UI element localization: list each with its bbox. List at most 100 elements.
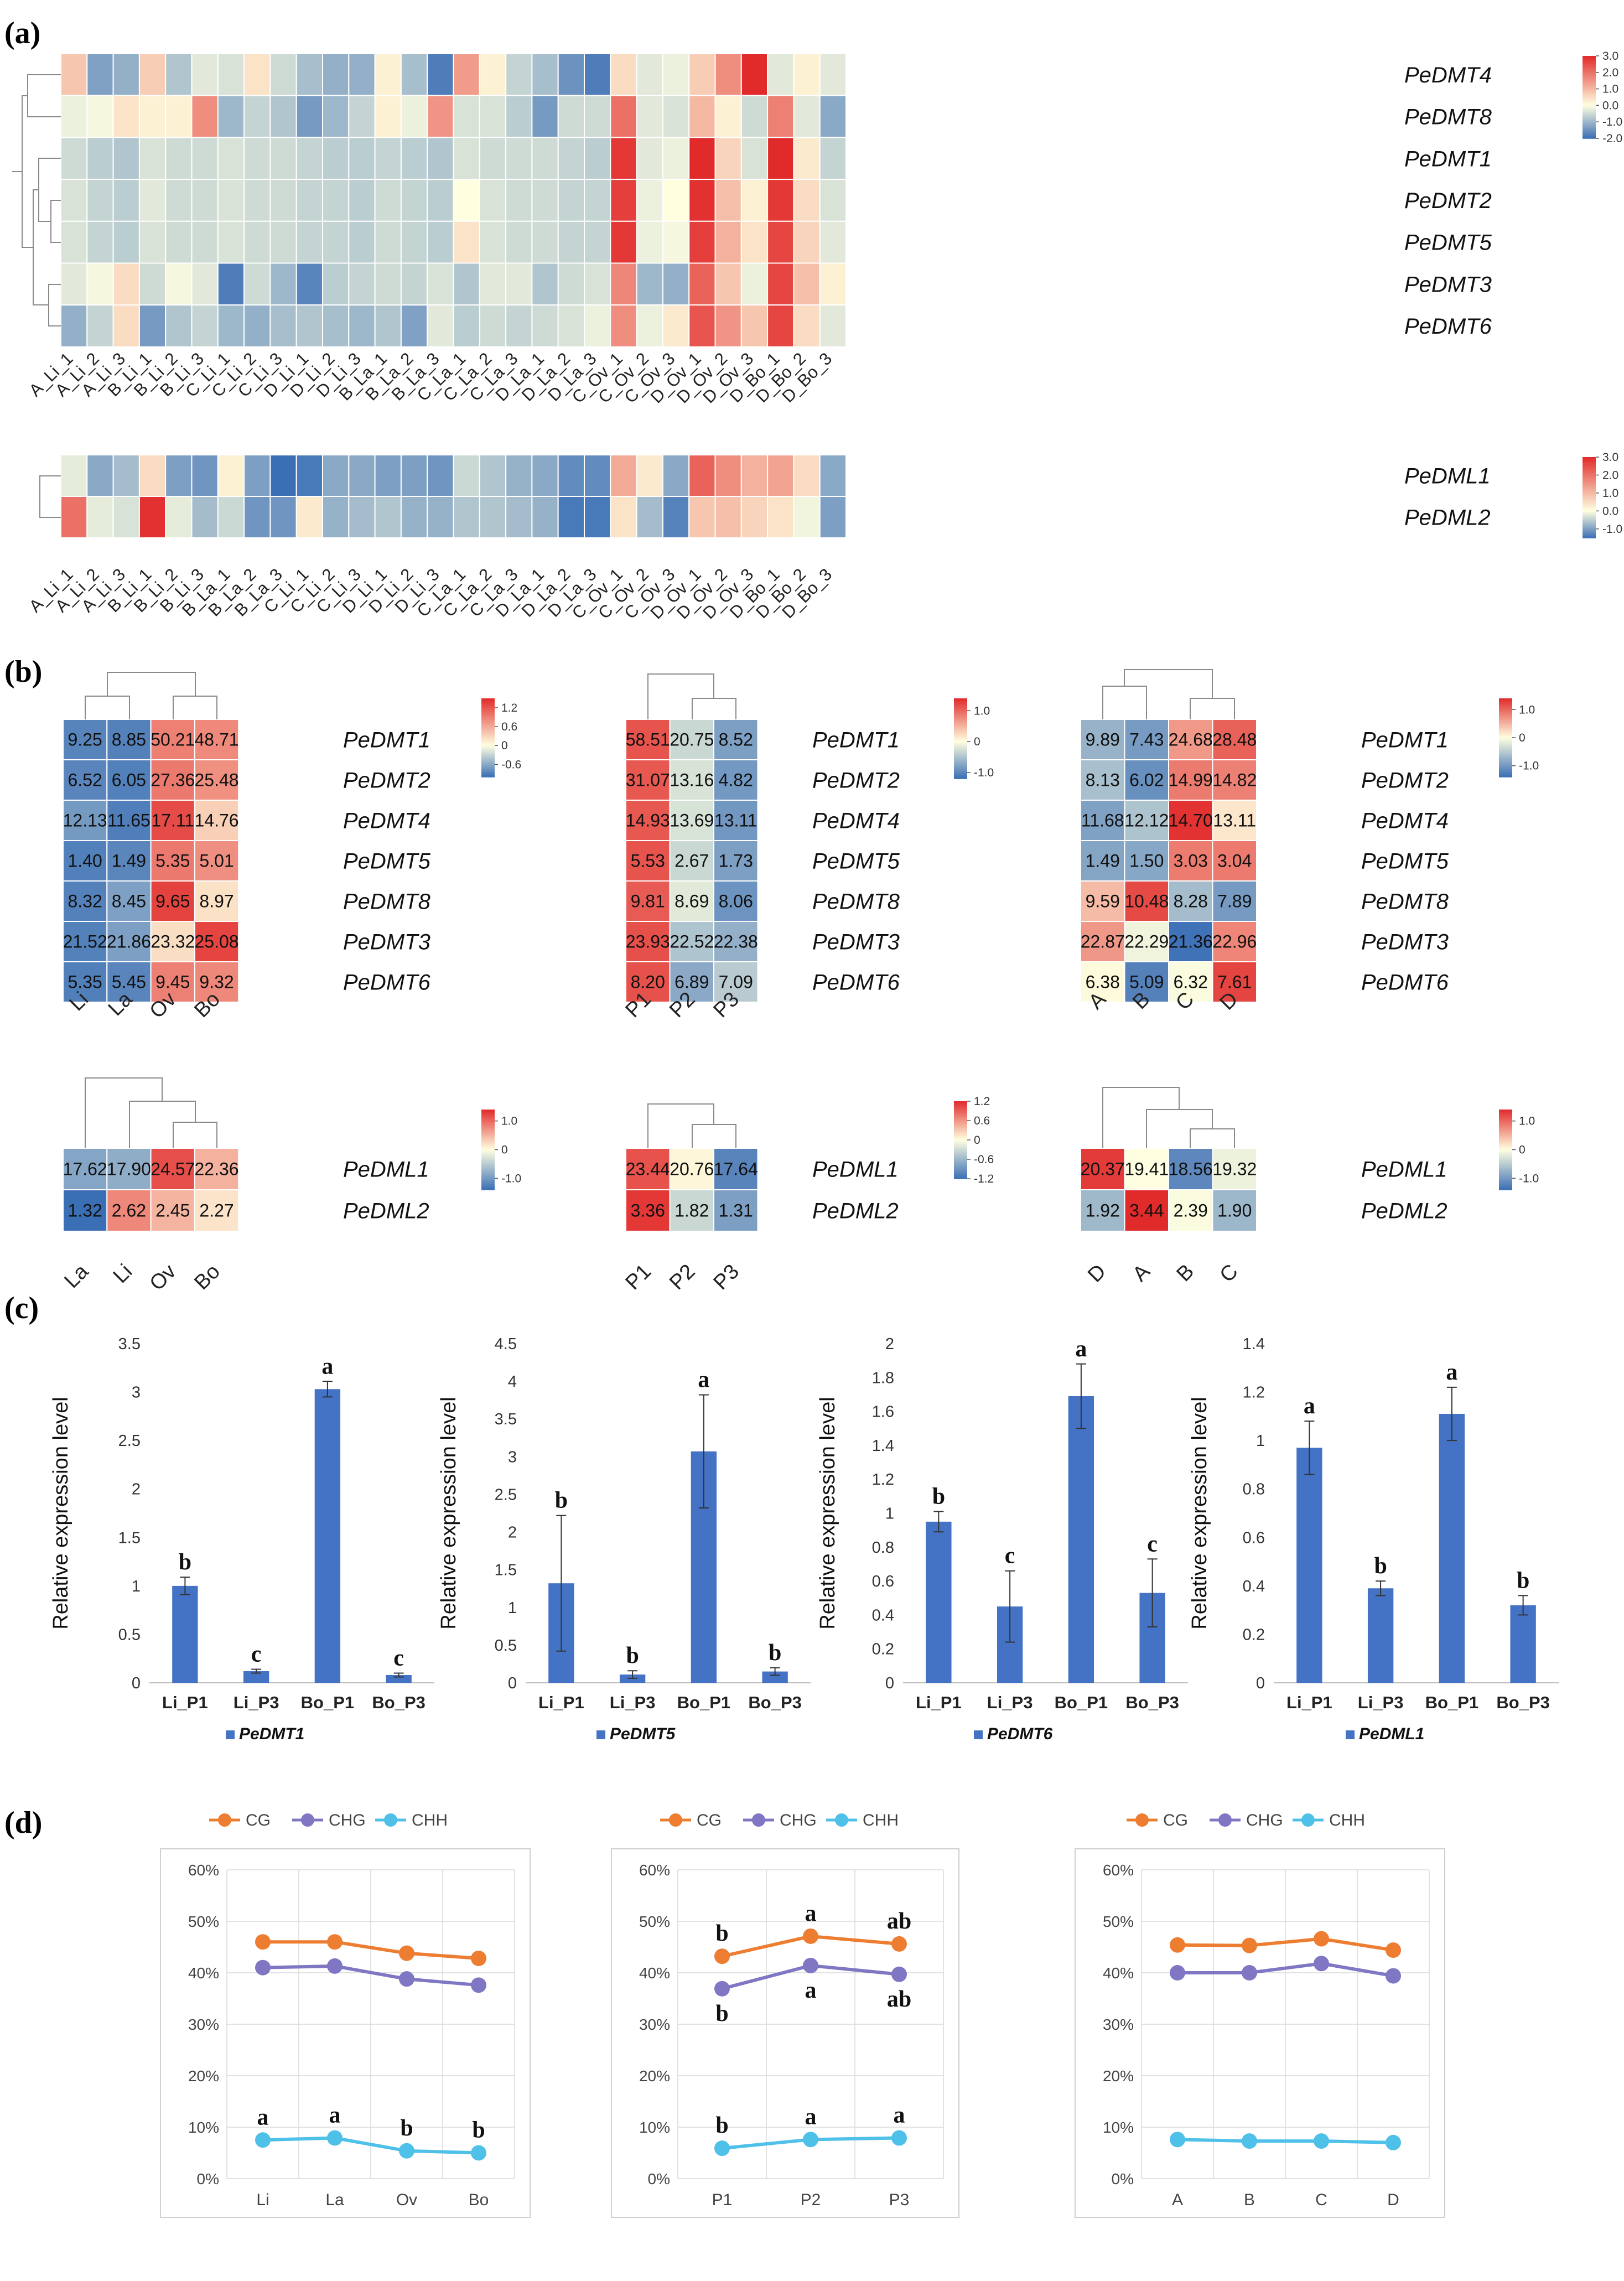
heatmap-cell [793, 179, 821, 222]
colorbar-step [1583, 105, 1596, 108]
heatmap-cell [60, 454, 88, 497]
colorbar-step [1583, 469, 1596, 472]
colorbar-step [954, 710, 967, 713]
colorbar-step [481, 712, 495, 715]
colorbar-step [954, 1169, 967, 1171]
colorbar-step [481, 1129, 495, 1132]
colorbar-step [954, 1109, 967, 1112]
colorbar-step [1583, 526, 1596, 528]
heatmap-cell [793, 304, 821, 348]
y-tick-label: 0 [1256, 1675, 1265, 1692]
colorbar-step [954, 1157, 967, 1160]
colorbar-step [481, 1126, 495, 1128]
legend-marker [1218, 1813, 1232, 1827]
heatmap-cell [1124, 880, 1169, 922]
heatmap-cell [243, 95, 271, 138]
colorbar-step [954, 1134, 967, 1137]
row-label: PeDMT1 [812, 728, 900, 753]
heatmap-cell [165, 454, 193, 497]
colorbar-step [1499, 1137, 1512, 1140]
data-point [714, 1948, 730, 1964]
column-label: P2 [665, 1260, 700, 1295]
colorbar-a2: 3.0 2.0 1.0 0.0 -1.0 [1583, 451, 1622, 538]
heatmap-cell [819, 179, 847, 222]
dendrogram-a2 [39, 475, 61, 518]
cell-value-label: 3.03 [1174, 851, 1208, 871]
heatmap-cell [479, 262, 507, 306]
heatmap-cell [63, 1148, 108, 1190]
data-point [255, 2132, 271, 2148]
heatmap-cell [269, 53, 297, 96]
heatmap-cell [584, 179, 611, 222]
colorbar-step [1499, 749, 1512, 752]
colorbar-step [1499, 1181, 1512, 1184]
significance-letter: b [715, 2001, 728, 2026]
colorbar-step [481, 724, 495, 727]
x-tick-label: Bo_P1 [1055, 1693, 1108, 1712]
legend-label: PeDML1 [1359, 1725, 1424, 1743]
colorbar-step [1499, 729, 1512, 733]
colorbar-step [481, 775, 495, 777]
x-tick-label: B [1244, 2191, 1255, 2209]
colorbar-step [481, 714, 495, 717]
heatmap-cell [427, 496, 454, 538]
heatmap-cell [295, 262, 324, 306]
heatmap-cell [688, 179, 716, 222]
heatmap-cell [191, 53, 219, 96]
heatmap-cell [557, 454, 585, 497]
y-tick-label: 0.8 [1243, 1481, 1265, 1499]
y-tick-label: 3.5 [118, 1335, 141, 1353]
colorbar-tick-label: 1.0 [974, 704, 990, 717]
y-axis-label: Relative expression level [437, 1397, 460, 1629]
colorbar-step [954, 1117, 967, 1119]
y-tick-label: 50% [1103, 1913, 1134, 1930]
column-label: B [1172, 1260, 1198, 1287]
data-point [1386, 1942, 1401, 1958]
colorbar-tick-label: 0.6 [974, 1114, 990, 1127]
colorbar-step [481, 1155, 495, 1158]
row-label: PeDMT2 [1404, 189, 1492, 213]
colorbar-step [1499, 732, 1512, 734]
heatmap-cell [714, 496, 742, 538]
heatmap-cell [374, 496, 402, 538]
colorbar-step [954, 768, 967, 771]
colorbar-step [1499, 700, 1512, 703]
heatmap-cell [348, 137, 376, 180]
heatmap-cell [243, 220, 271, 264]
data-point [714, 1981, 730, 1997]
colorbar-step [1583, 93, 1596, 96]
dendrogram-branch [50, 200, 61, 243]
colorbar-tick-label: 1.0 [1519, 1115, 1535, 1128]
heatmap-cell [243, 53, 271, 96]
heatmap-cell [295, 496, 324, 538]
heatmap-cell [767, 262, 795, 306]
heatmap-cell [243, 262, 271, 306]
y-tick-label: 30% [1103, 2016, 1134, 2033]
colorbar-step [1499, 769, 1512, 772]
heatmap-cell [688, 53, 716, 96]
colorbar-step [1499, 1171, 1512, 1174]
heatmap-cell [165, 95, 193, 138]
colorbar-step [1583, 475, 1596, 478]
heatmap-cell [427, 220, 454, 264]
heatmap-cell [610, 179, 637, 222]
colorbar-step [954, 1149, 967, 1152]
heatmap-cell [819, 304, 847, 348]
heatmap-cell [322, 137, 350, 180]
colorbar-step [1583, 515, 1596, 519]
heatmap-cell [217, 454, 245, 497]
heatmap-cell [348, 454, 376, 497]
y-tick-label: 20% [639, 2067, 670, 2085]
data-point [1314, 1931, 1329, 1947]
heatmap-cell [150, 759, 195, 801]
colorbar-step [481, 1188, 495, 1190]
heatmap-cell [453, 137, 480, 180]
heatmap-cell [740, 95, 769, 138]
colorbar-tick-label: 0 [1519, 1144, 1526, 1157]
colorbar-b1: 1.2 0.6 0 -0.6 [481, 698, 521, 777]
heatmap-cell [767, 95, 795, 138]
heatmap-cell [86, 262, 114, 306]
colorbar-step [1499, 1178, 1512, 1180]
colorbar-tick-label: 1.2 [501, 702, 517, 714]
data-point [803, 1957, 818, 1973]
